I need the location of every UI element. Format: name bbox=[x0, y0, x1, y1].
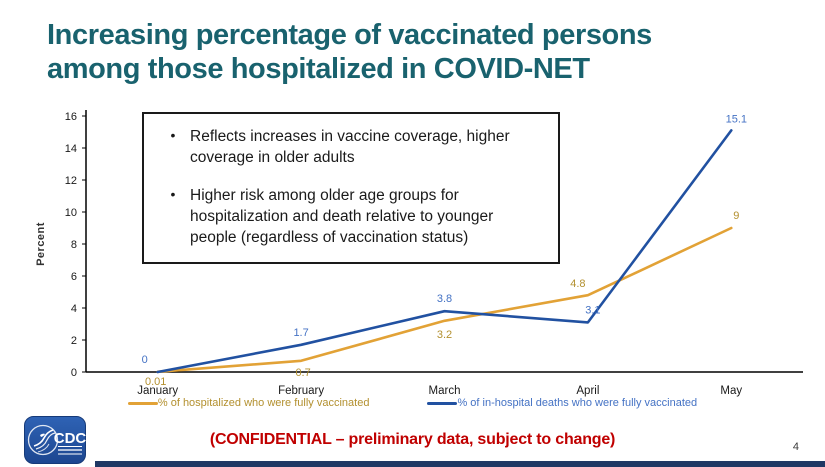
callout-bullet-1-text: Reflects increases in vaccine coverage, … bbox=[190, 128, 510, 167]
x-category-label: January bbox=[137, 385, 178, 397]
callout-bullet-2-text: Higher risk among older age groups for h… bbox=[190, 187, 494, 247]
page-title-line1: Increasing percentage of vaccinated pers… bbox=[47, 19, 652, 51]
data-point-label: 9 bbox=[733, 210, 739, 222]
legend-label-deaths: % of in-hospital deaths who were fully v… bbox=[457, 397, 698, 409]
data-point-label: 3.8 bbox=[437, 293, 452, 305]
bottom-accent-bar bbox=[95, 461, 825, 467]
y-tick-label: 6 bbox=[71, 271, 77, 283]
y-axis-title: Percent bbox=[35, 222, 47, 266]
cdc-logo-graphic: CDC bbox=[24, 416, 86, 464]
data-point-label: 3.1 bbox=[585, 304, 600, 316]
legend-dash-icon bbox=[427, 401, 458, 405]
legend-item-deaths: % of in-hospital deaths who were fully v… bbox=[427, 397, 697, 409]
series-line bbox=[156, 226, 733, 374]
cdc-logo: CDC bbox=[24, 416, 86, 464]
y-tick-label: 10 bbox=[65, 207, 77, 219]
callout-bullet-2: • Higher risk among older age groups for… bbox=[156, 185, 544, 248]
legend-item-hospitalized: % of hospitalized who were fully vaccina… bbox=[127, 397, 370, 409]
callout-bullet-1: • Reflects increases in vaccine coverage… bbox=[156, 126, 544, 168]
bullet-icon: • bbox=[170, 127, 176, 143]
y-tick-label: 0 bbox=[71, 367, 77, 379]
y-tick-label: 8 bbox=[71, 239, 77, 251]
cdc-logo-text: CDC bbox=[54, 430, 86, 447]
callout-box: • Reflects increases in vaccine coverage… bbox=[142, 112, 560, 265]
y-tick-label: 4 bbox=[71, 303, 77, 315]
x-category-label: February bbox=[278, 385, 324, 397]
data-point-label: 0 bbox=[142, 354, 148, 366]
series-line bbox=[156, 129, 733, 374]
page-number: 4 bbox=[792, 441, 799, 453]
legend-label-hospitalized: % of hospitalized who were fully vaccina… bbox=[157, 397, 370, 409]
data-point-label: 0.01 bbox=[145, 376, 166, 388]
page-title-line2: among those hospitalized in COVID-NET bbox=[47, 53, 590, 86]
legend-dash-icon bbox=[127, 401, 158, 405]
line-chart-canvas: 0 2 4 6 8 10 12 14 16 Percent January February March… bbox=[35, 110, 803, 397]
y-tick-label: 12 bbox=[65, 175, 77, 187]
y-tick-label: 2 bbox=[71, 335, 77, 347]
chart-legend: % of hospitalized who were fully vaccina… bbox=[0, 397, 825, 409]
y-tick-label: 16 bbox=[65, 111, 77, 123]
x-category-label: May bbox=[720, 385, 742, 397]
data-point-label: 1.7 bbox=[293, 327, 308, 339]
line-chart: 0 2 4 6 8 10 12 14 16 Percent January February March… bbox=[28, 102, 818, 402]
x-category-label: April bbox=[576, 385, 599, 397]
hhs-eagle-icon bbox=[27, 424, 59, 456]
x-category-label: March bbox=[429, 385, 461, 397]
data-point-label: 0.7 bbox=[295, 367, 310, 379]
data-point-label: 4.8 bbox=[570, 278, 585, 290]
bullet-icon: • bbox=[170, 186, 176, 203]
data-point-label: 15.1 bbox=[726, 113, 747, 125]
confidential-note: (CONFIDENTIAL – preliminary data, subjec… bbox=[209, 431, 616, 448]
y-tick-label: 14 bbox=[65, 143, 77, 155]
data-point-label: 3.2 bbox=[437, 329, 452, 341]
page-title: Increasing percentage of vaccinated pers… bbox=[47, 18, 787, 86]
